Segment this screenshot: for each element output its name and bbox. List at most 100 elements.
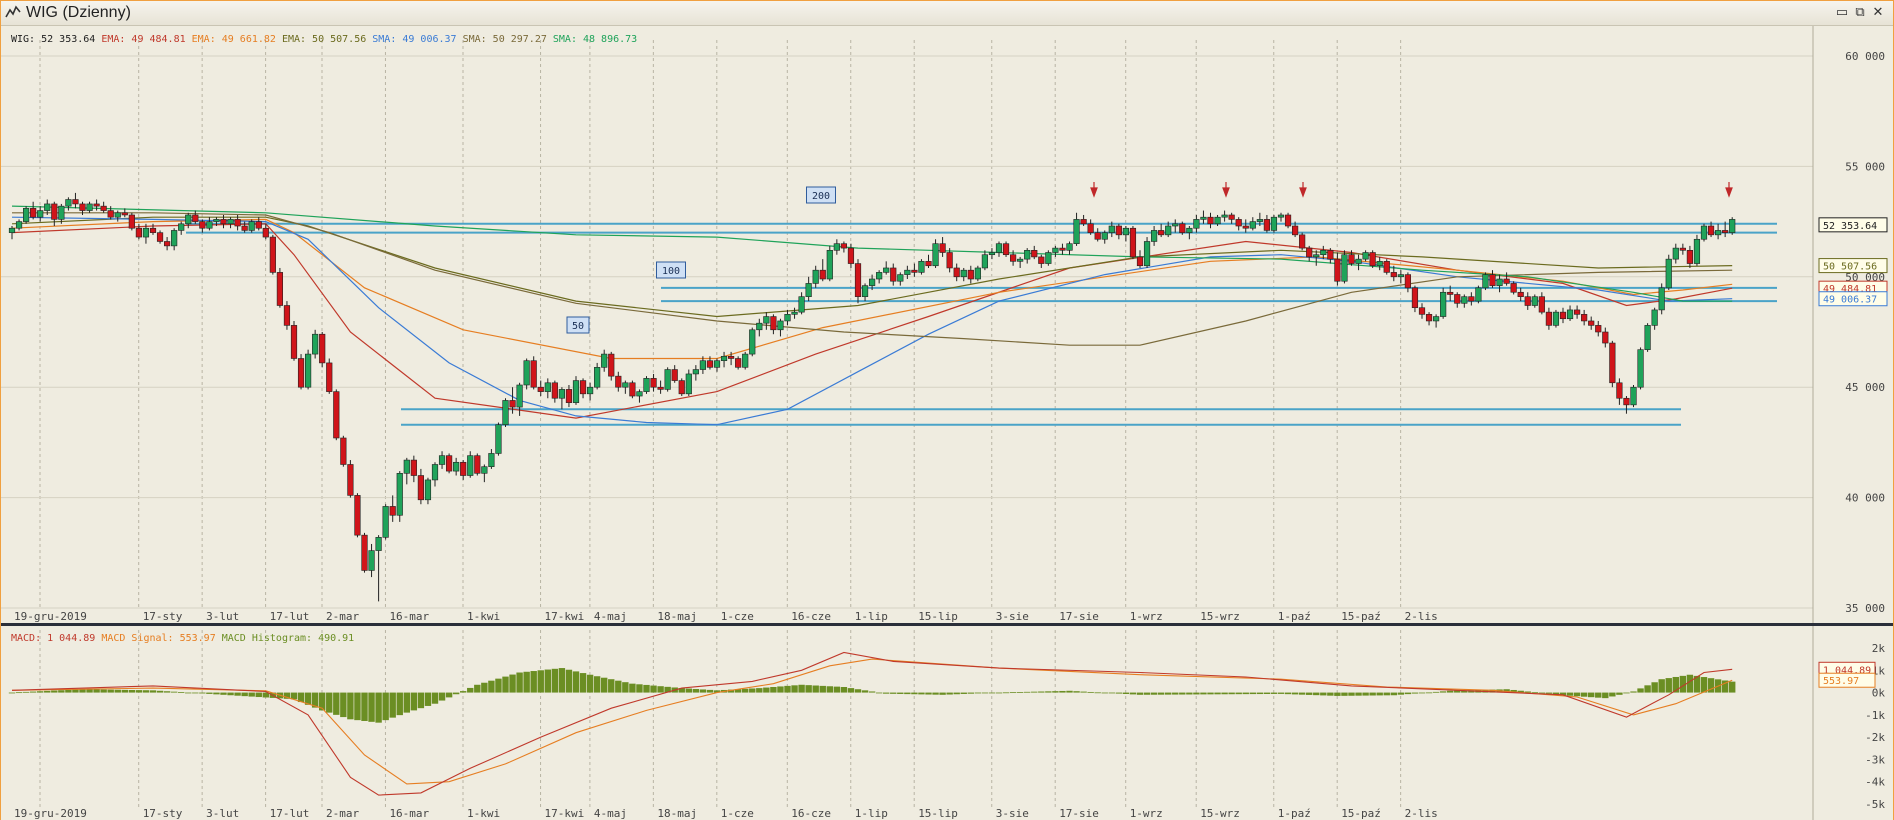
candle-body: [283, 305, 291, 326]
x-axis-label: 16-mar: [389, 610, 429, 623]
restore-icon[interactable]: ⧉: [1855, 4, 1865, 19]
x-axis-label: 17-sty: [143, 610, 183, 623]
candle-body: [798, 296, 805, 313]
candle-body: [516, 384, 523, 408]
candle-body: [410, 459, 417, 476]
histogram-bar: [932, 692, 939, 695]
window-titlebar[interactable]: WIG (Dzienny) ▭ ⧉ ✕: [1, 1, 1893, 26]
candle-body: [1418, 307, 1426, 315]
histogram-bar: [1214, 692, 1221, 695]
macd-tick-label: -2k: [1865, 731, 1885, 744]
histogram-bar: [1566, 692, 1574, 696]
candle-body: [1228, 214, 1235, 220]
histogram-bar: [861, 690, 869, 693]
candle-body: [1009, 254, 1017, 262]
histogram-bar: [1341, 692, 1348, 696]
histogram-bar: [1101, 692, 1108, 694]
histogram-bar: [1270, 692, 1278, 694]
x-axis-label: 1-paź: [1278, 610, 1311, 623]
histogram-bar: [1242, 692, 1249, 695]
candle-body: [1595, 325, 1602, 333]
macd-x-axis: 19-gru-2019 17-sty 3-lut 17-lut 2-mar 16-mar 1…: [14, 807, 1438, 820]
histogram-bar: [558, 668, 566, 693]
close-icon[interactable]: ✕: [1872, 4, 1884, 19]
moving-average-line: [12, 212, 1733, 346]
macd-tick-label: -5k: [1865, 798, 1885, 811]
candle-body: [601, 353, 608, 368]
candle-body: [1644, 325, 1651, 350]
histogram-bar: [1362, 692, 1369, 696]
price-axis: 60 000 55 000 50 000 45 000 40 000 35 000: [1812, 26, 1885, 623]
histogram-bar: [1024, 691, 1031, 693]
histogram-bar: [946, 692, 953, 695]
histogram-bar: [1538, 692, 1546, 694]
legend-label: MACD Signal:: [95, 633, 179, 644]
histogram-bar: [798, 684, 805, 693]
candle-body: [1186, 227, 1193, 233]
candle-body: [1538, 296, 1545, 313]
histogram-bar: [304, 692, 312, 705]
chart-canvas[interactable]: 200 100 50 60 000 55 000 50 000 45 000 40 000 3…: [1, 26, 1893, 820]
candle-body: [735, 358, 742, 368]
x-axis-label: 18-maj: [657, 807, 697, 820]
histogram-bar: [431, 692, 439, 704]
histogram-bar: [424, 692, 432, 706]
histogram-bar: [854, 689, 862, 693]
histogram-bar: [1235, 692, 1242, 695]
annotation-box: [566, 316, 590, 334]
histogram-bar: [749, 688, 756, 693]
legend-value: 48 896.73: [583, 34, 637, 45]
histogram-bar: [1165, 692, 1172, 695]
histogram-bar: [72, 689, 79, 693]
candle-body: [65, 199, 72, 207]
macd-lines: [11, 651, 1733, 796]
price-value-tag-label: 49 006.37: [1823, 295, 1877, 306]
histogram-bar: [981, 692, 989, 694]
histogram-bar: [445, 692, 453, 698]
histogram-bar: [685, 688, 692, 693]
panel-separator[interactable]: [1, 623, 1893, 626]
macd-tick-label: -3k: [1865, 753, 1885, 766]
legend-label: SMA:: [366, 34, 402, 45]
x-axis-label: 1-lip: [855, 807, 888, 820]
x-axis-label: 2-lis: [1405, 610, 1438, 623]
histogram-bar: [572, 671, 580, 693]
histogram-bar: [199, 692, 206, 694]
candle-body: [833, 243, 840, 251]
histogram-bar: [875, 692, 883, 694]
candle-body: [1059, 247, 1066, 251]
candle-body: [791, 311, 798, 315]
macd-value-tag-label: 553.97: [1823, 676, 1859, 687]
minimize-icon[interactable]: ▭: [1835, 4, 1849, 19]
price-tick-label: 35 000: [1845, 602, 1885, 615]
macd-legend: MACD: 1 044.89 MACD Signal: 553.97 MACD …: [11, 633, 354, 644]
histogram-bar: [234, 692, 241, 696]
candle-body: [1235, 219, 1242, 227]
legend-label: MACD Histogram:: [216, 633, 318, 644]
histogram-bar: [1150, 692, 1158, 695]
candle-body: [749, 329, 756, 355]
price-panel[interactable]: 200 100 50 60 000 55 000 50 000 45 000 40 000 3…: [1, 26, 1893, 623]
macd-tick-label: 2k: [1872, 642, 1886, 655]
candle-body: [192, 214, 199, 222]
candle-body: [142, 227, 150, 238]
histogram-bar: [1334, 692, 1341, 696]
candle-body: [1179, 223, 1186, 233]
histogram-bar: [1510, 689, 1517, 693]
histogram-bar: [925, 692, 932, 695]
candle-body: [213, 219, 220, 222]
candle-body: [234, 219, 241, 227]
histogram-bar: [1489, 689, 1496, 693]
x-axis-label: 3-lut: [206, 610, 239, 623]
candle-body: [361, 534, 368, 571]
candle-body: [594, 367, 601, 388]
support-resistance-lines[interactable]: [186, 222, 1777, 426]
candle-body: [389, 506, 396, 516]
candle-body: [1425, 314, 1433, 322]
histogram-bar: [523, 671, 530, 693]
histogram-bar: [770, 687, 777, 693]
chart-annotations[interactable]: 200 100 50: [566, 182, 1733, 334]
candle-body: [1552, 311, 1560, 326]
histogram-bar: [1439, 691, 1447, 693]
